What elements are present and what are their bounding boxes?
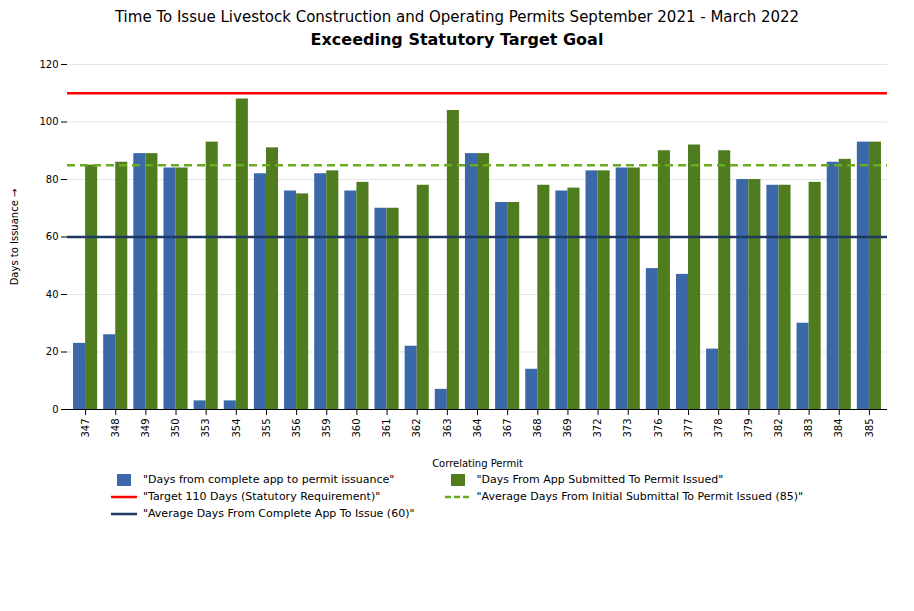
svg-text:378: 378 (713, 419, 724, 438)
svg-text:100: 100 (39, 116, 58, 127)
svg-text:60: 60 (46, 231, 59, 242)
svg-text:376: 376 (653, 419, 664, 438)
html-text:"Days From App Submitted To Pe: "Days From App Submitted To Permit Issue… (476, 473, 724, 486)
svg-text:120: 120 (39, 59, 58, 70)
html-text:"Average Days From Initial Sub: "Average Days From Initial Submittal To … (476, 490, 804, 503)
svg-text:373: 373 (622, 419, 633, 438)
svg-text:356: 356 (291, 419, 302, 438)
svg-text:383: 383 (803, 419, 814, 438)
html-text:"Days from complete app to per: "Days from complete app to permit issuan… (142, 473, 395, 486)
svg-text:369: 369 (562, 419, 573, 438)
svg-text:360: 360 (351, 419, 362, 438)
svg-text:362: 362 (411, 419, 422, 438)
svg-text:0: 0 (52, 404, 58, 415)
svg-text:347: 347 (80, 419, 91, 438)
svg-text:377: 377 (683, 419, 694, 438)
svg-text:349: 349 (140, 419, 151, 438)
svg-text:363: 363 (442, 419, 453, 438)
svg-text:364: 364 (472, 419, 483, 438)
svg-text:385: 385 (864, 419, 875, 438)
html-text:Time To Issue Livestock Constr: Time To Issue Livestock Construction and… (114, 8, 800, 26)
html-text:"Target 110 Days (Statutory Re: "Target 110 Days (Statutory Requirement)… (142, 490, 381, 503)
svg-text:Correlating Permit: Correlating Permit (432, 458, 523, 469)
svg-text:Days to Issuance →: Days to Issuance → (9, 189, 20, 286)
svg-text:372: 372 (592, 419, 603, 438)
svg-text:354: 354 (231, 419, 242, 438)
svg-text:368: 368 (532, 419, 543, 438)
html-text:"Average Days From Complete Ap: "Average Days From Complete App To Issue… (142, 507, 415, 520)
svg-text:80: 80 (46, 174, 59, 185)
svg-text:367: 367 (502, 419, 513, 438)
svg-text:359: 359 (321, 419, 332, 438)
svg-text:384: 384 (833, 419, 844, 438)
svg-text:353: 353 (200, 419, 211, 438)
svg-text:20: 20 (46, 346, 59, 357)
html-text:Exceeding Statutory Target Goa: Exceeding Statutory Target Goal (310, 30, 604, 49)
svg-text:350: 350 (170, 419, 181, 438)
svg-text:355: 355 (261, 419, 272, 438)
svg-text:40: 40 (46, 289, 59, 300)
svg-text:361: 361 (381, 419, 392, 438)
svg-text:348: 348 (110, 419, 121, 438)
svg-text:382: 382 (773, 419, 784, 438)
svg-text:379: 379 (743, 419, 754, 438)
